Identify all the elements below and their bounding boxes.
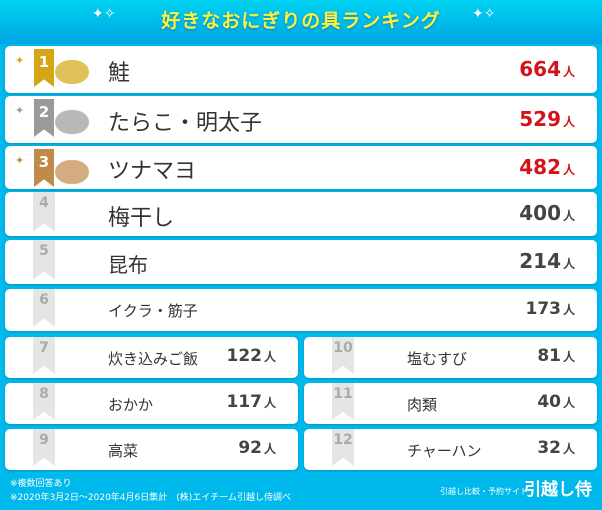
sparkle-icon: ✦ — [15, 154, 25, 167]
count-value: 40 — [537, 392, 561, 413]
rank-ribbon: 8 — [33, 383, 55, 420]
onigiri-trophy-icon — [55, 110, 89, 134]
item-name: 昆布 — [108, 253, 148, 277]
ranking-row: 12 チャーハン 32 人 — [304, 429, 597, 470]
ranking-row: ✦ 2 たらこ・明太子 529 人 — [5, 96, 597, 143]
count-unit: 人 — [562, 257, 575, 271]
count-value: 92 — [238, 438, 262, 459]
vote-count: 92 人 — [238, 438, 276, 458]
vote-count: 122 人 — [226, 346, 276, 366]
vote-count: 117 人 — [226, 392, 276, 412]
rank-ribbon: 12 — [332, 429, 354, 466]
item-name: 鮭 — [108, 61, 131, 87]
note-multiple-answers: ※複数回答あり — [10, 479, 72, 489]
count-unit: 人 — [562, 396, 575, 411]
count-unit: 人 — [263, 350, 276, 365]
rank-ribbon: 11 — [332, 383, 354, 420]
site-tagline: 引越し比較・予約サイト — [440, 487, 528, 496]
note-survey-period: ※2020年3月2日～2020年4月6日集計 (株)エイチーム引越し侍調べ — [10, 493, 292, 503]
vote-count: 173 人 — [525, 299, 575, 319]
item-name: たらこ・明太子 — [108, 111, 263, 137]
count-value: 400 — [519, 201, 561, 225]
item-name: 梅干し — [108, 205, 175, 231]
item-name: イクラ・筋子 — [108, 302, 198, 321]
rank-ribbon: 6 — [33, 289, 55, 327]
header: ✦✧ 好きなおにぎりの具ランキング ✦✧ — [0, 0, 602, 44]
medal-ribbon: 2 — [34, 99, 54, 137]
vote-count: 482 人 — [519, 155, 575, 179]
rank-ribbon: 7 — [33, 337, 55, 374]
vote-count: 664 人 — [519, 57, 575, 81]
vote-count: 214 人 — [519, 249, 575, 273]
vote-count: 400 人 — [519, 201, 575, 225]
vote-count: 81 人 — [537, 346, 575, 366]
item-name: おかか — [108, 395, 154, 414]
count-value: 117 — [226, 392, 262, 413]
medal-ribbon: 1 — [34, 49, 54, 87]
onigiri-trophy-icon — [55, 160, 89, 184]
sparkle-icon: ✦ — [15, 104, 25, 117]
ranking-row: ✦ 3 ツナマヨ 482 人 — [5, 146, 597, 189]
sparkle-icon: ✦ — [15, 54, 25, 67]
rank-ribbon: 10 — [332, 337, 354, 374]
item-name: ツナマヨ — [108, 159, 197, 185]
sparkle-icon: ✦✧ — [92, 6, 116, 22]
count-unit: 人 — [562, 114, 575, 129]
item-name: 肉類 — [407, 395, 438, 414]
page-title: 好きなおにぎりの具ランキング — [161, 10, 441, 32]
count-unit: 人 — [562, 162, 575, 177]
ranking-row: 11 肉類 40 人 — [304, 383, 597, 424]
vote-count: 40 人 — [537, 392, 575, 412]
footer-notes: ※複数回答あり ※2020年3月2日～2020年4月6日集計 (株)エイチーム引… — [10, 477, 291, 505]
ranking-row: 8 おかか 117 人 — [5, 383, 298, 424]
count-value: 122 — [226, 346, 262, 367]
count-value: 173 — [525, 298, 561, 319]
count-unit: 人 — [562, 64, 575, 79]
vote-count: 32 人 — [537, 438, 575, 458]
sparkle-icon: ✦✧ — [472, 6, 496, 22]
count-value: 32 — [537, 438, 561, 459]
count-value: 482 — [519, 154, 561, 179]
vote-count: 529 人 — [519, 107, 575, 131]
count-unit: 人 — [263, 396, 276, 411]
ranking-row: 10 塩むすび 81 人 — [304, 337, 597, 378]
item-name: チャーハン — [407, 441, 482, 460]
count-unit: 人 — [263, 442, 276, 457]
count-value: 664 — [519, 56, 561, 81]
count-value: 214 — [519, 249, 561, 273]
onigiri-trophy-icon — [55, 60, 89, 84]
rank-ribbon: 4 — [33, 192, 55, 232]
brand-logo: 引越し侍 — [524, 480, 592, 500]
medal-ribbon: 3 — [34, 149, 54, 187]
item-name: 炊き込みご飯 — [108, 349, 199, 368]
rank-ribbon: 9 — [33, 429, 55, 466]
ranking-row: 4 梅干し 400 人 — [5, 192, 597, 236]
ranking-row: 6 イクラ・筋子 173 人 — [5, 289, 597, 331]
count-unit: 人 — [562, 350, 575, 365]
item-name: 塩むすび — [407, 349, 468, 368]
count-value: 81 — [537, 346, 561, 367]
count-unit: 人 — [562, 209, 575, 223]
ranking-row: ✦ 1 鮭 664 人 — [5, 46, 597, 93]
ranking-row: 7 炊き込みご飯 122 人 — [5, 337, 298, 378]
count-unit: 人 — [562, 442, 575, 457]
rank-ribbon: 5 — [33, 240, 55, 280]
count-unit: 人 — [562, 302, 575, 317]
count-value: 529 — [519, 106, 561, 131]
ranking-row: 5 昆布 214 人 — [5, 240, 597, 284]
item-name: 高菜 — [108, 441, 139, 460]
ranking-row: 9 高菜 92 人 — [5, 429, 298, 470]
